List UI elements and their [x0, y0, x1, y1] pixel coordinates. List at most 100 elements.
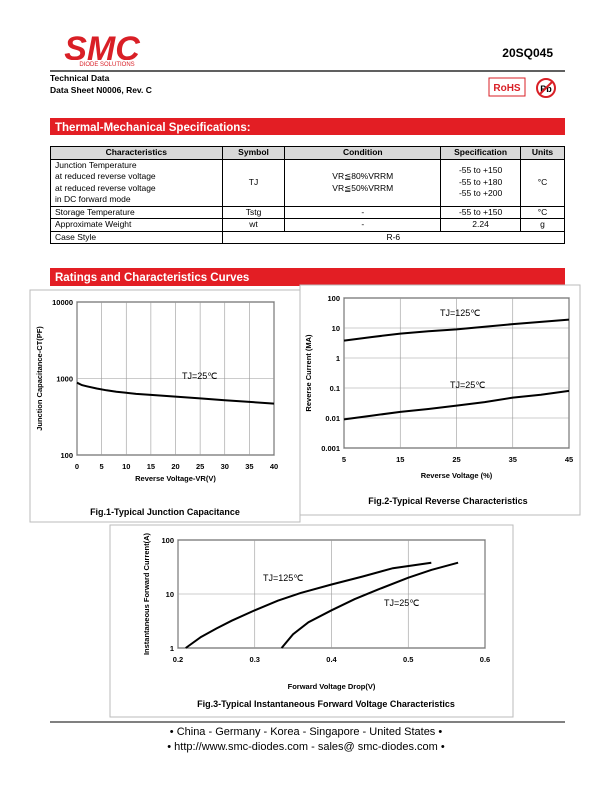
cell-line: at reduced reverse voltage: [55, 171, 156, 181]
cell-line: °C: [537, 206, 548, 217]
cell-line: TJ: [248, 176, 259, 187]
series-line: [76, 381, 275, 405]
y-tick-label: 100: [327, 294, 340, 303]
table-row: Storage Temperature Tstg - -55 to +150 °C: [50, 205, 565, 219]
column-header: Specification: [440, 146, 522, 160]
y-tick-label: 1: [170, 644, 174, 653]
table-cell: Storage Temperature: [50, 205, 223, 219]
table-cell: R-6: [221, 230, 566, 244]
cell-line: °C: [537, 176, 548, 187]
footer-line: • China - Germany - Korea - Singapore - …: [170, 726, 443, 738]
table-cell: -55 to +150 -55 to +180 -55 to +200: [440, 158, 522, 207]
x-tick-label: 5: [100, 462, 104, 471]
y-tick-label: 1000: [56, 375, 73, 384]
section-bar: [50, 118, 565, 135]
doc-line: Technical Data: [50, 73, 110, 83]
pb-slash: [538, 80, 554, 96]
x-tick-label: 30: [221, 462, 229, 471]
x-tick-label: 0: [75, 462, 79, 471]
cell-line: -55 to +180: [458, 176, 503, 187]
cell-line: -55 to +150: [458, 206, 503, 217]
table-cell: -: [284, 205, 442, 219]
part-number: 20SQ045: [502, 46, 553, 60]
y-tick-label: 0.001: [321, 444, 340, 453]
logo-band: [60, 60, 155, 67]
y-tick-label: 1: [336, 354, 340, 363]
y-axis-label: Reverse Current (MA): [304, 334, 313, 412]
spec-table: Characteristics Symbol Condition Specificat…: [50, 146, 566, 244]
table-cell: wt: [221, 218, 286, 232]
table-cell: g: [520, 218, 565, 232]
x-tick-label: 5: [342, 455, 346, 464]
table-cell: °C: [520, 158, 565, 207]
column-header: Condition: [284, 146, 442, 160]
table-cell: °C: [520, 205, 565, 219]
x-tick-label: 15: [396, 455, 404, 464]
rohs: RoHS: [493, 83, 521, 94]
series-line: [343, 318, 570, 342]
section-bar: [50, 268, 565, 286]
table-cell: TJ: [221, 158, 286, 207]
series-label: TJ=25℃: [182, 371, 217, 381]
x-tick-label: 0.2: [173, 655, 183, 664]
cell-line: 2.24: [472, 219, 489, 229]
cell-line: in DC forward mode: [55, 194, 131, 204]
y-tick-label: 10: [332, 324, 340, 333]
header-row: Characteristics Symbol Condition Specificat…: [50, 146, 565, 160]
footer-line: • http://www.smc-diodes.com - sales@ smc…: [167, 741, 445, 753]
cell-line: Case Style: [55, 231, 97, 242]
cell-line: Junction Temperature: [55, 159, 137, 170]
y-tick-label: 10: [166, 590, 174, 599]
cell-line: wt: [249, 219, 258, 229]
y-tick-label: 10000: [52, 298, 73, 307]
y-tick-label: 100: [161, 536, 174, 545]
table-row: Case Style R-6: [50, 230, 566, 244]
cell-line: Approximate Weight: [55, 219, 132, 229]
cell-line: -: [361, 219, 365, 229]
chart-title: Fig.2-Typical Reverse Characteristics: [368, 496, 527, 506]
table-cell: Tstg: [221, 205, 286, 219]
y-axis-label: Junction Capacitance-CT(PF): [35, 326, 44, 431]
section-title: Thermal-Mechanical Specifications:: [55, 122, 251, 134]
y-tick-label: 100: [60, 451, 73, 460]
series-label: TJ=25℃: [450, 380, 485, 390]
table-cell: Junction Temperature at reduced reverse v…: [50, 158, 223, 207]
x-axis-label: Reverse Voltage-VR(V): [135, 474, 216, 483]
cell-line: -55 to +200: [458, 188, 503, 199]
x-tick-label: 15: [147, 462, 155, 471]
cell-line: g: [540, 219, 545, 229]
series-label: TJ=25℃: [384, 598, 419, 608]
table-cell: -55 to +150: [440, 205, 522, 219]
x-tick-label: 45: [565, 455, 573, 464]
x-tick-label: 40: [270, 462, 278, 471]
table-cell: Case Style: [50, 230, 223, 244]
cell-line: -: [361, 206, 365, 217]
cell-line: Storage Temperature: [55, 206, 135, 217]
doc-line: Data Sheet N0006, Rev. C: [50, 85, 152, 95]
cell-line: VR≦80%VRRM: [332, 171, 394, 181]
rohs-box: [488, 77, 526, 97]
x-axis-label: Forward Voltage Drop(V): [288, 682, 376, 691]
section-title: Ratings and Characteristics Curves: [55, 272, 249, 284]
series-line: [185, 561, 432, 649]
x-tick-label: 20: [171, 462, 179, 471]
column-header: Symbol: [221, 146, 286, 160]
cell-line: VR≦50%VRRM: [332, 182, 394, 193]
x-tick-label: 25: [452, 455, 460, 464]
column-header: Characteristics: [50, 146, 223, 160]
chart-title: Fig.1-Typical Junction Capacitance: [90, 507, 240, 517]
x-tick-label: 0.4: [326, 655, 337, 664]
series-line: [343, 389, 570, 421]
series-label: TJ=125℃: [263, 573, 303, 583]
table-cell: Approximate Weight: [50, 218, 223, 232]
cell-line: Tstg: [245, 206, 262, 217]
chart-title: Fig.3-Typical Instantaneous Forward Volt…: [197, 699, 455, 709]
x-tick-label: 35: [245, 462, 253, 471]
y-axis-label: Instantaneous Forward Current(A): [142, 532, 151, 655]
series-label: TJ=125℃: [440, 308, 480, 318]
x-tick-label: 0.5: [403, 655, 413, 664]
y-tick-label: 0.01: [325, 414, 340, 423]
y-tick-label: 0.1: [330, 384, 340, 393]
